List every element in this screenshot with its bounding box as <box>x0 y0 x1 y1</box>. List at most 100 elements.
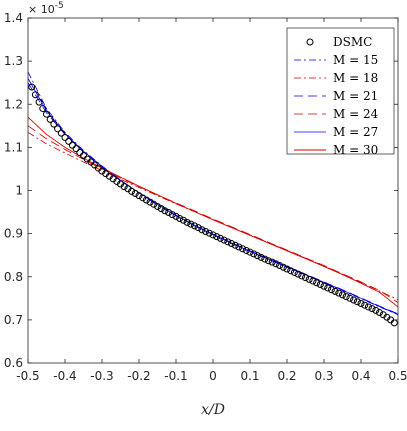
dsmc-marker <box>228 240 235 248</box>
dsmc-marker <box>80 152 87 160</box>
dsmc-marker <box>294 270 302 278</box>
series-line-m24 <box>27 125 399 303</box>
dsmc-marker <box>235 243 243 251</box>
dsmc-marker <box>216 234 224 242</box>
dsmc-marker <box>31 91 39 99</box>
dsmc-marker <box>65 137 73 145</box>
dsmc-marker <box>28 83 36 91</box>
dsmc-marker <box>72 145 80 153</box>
dsmc-marker <box>305 275 313 283</box>
y-tick-label: 0.8 <box>4 270 23 284</box>
dsmc-marker <box>309 277 317 285</box>
dsmc-marker <box>364 303 372 311</box>
dsmc-marker <box>202 227 210 235</box>
dsmc-marker <box>242 246 250 254</box>
dsmc-marker <box>279 263 287 271</box>
dsmc-marker <box>350 296 358 304</box>
dsmc-marker <box>205 229 213 237</box>
y-tick-label: 1.2 <box>4 97 23 111</box>
series-line-m27 <box>27 78 399 315</box>
dsmc-marker <box>139 194 147 202</box>
dsmc-marker <box>298 272 306 280</box>
dsmc-marker <box>46 115 54 123</box>
dsmc-marker <box>239 245 247 253</box>
dsmc-marker <box>324 284 332 292</box>
dsmc-marker <box>335 289 343 297</box>
dsmc-marker <box>157 205 165 213</box>
dsmc-marker <box>361 301 369 309</box>
y-exponent-label: × 10-5 <box>28 1 64 16</box>
dsmc-marker <box>128 187 136 195</box>
y-tick-label: 0.7 <box>4 313 23 327</box>
x-tick-label: 0.4 <box>351 369 370 383</box>
ticks-layer: -0.5 -0.4 -0.3 -0.2 -0.1 0 0.1 0.2 0.3 0.4 0.5 0.6 0… <box>4 11 407 383</box>
dsmc-marker <box>316 281 324 289</box>
dsmc-marker <box>150 200 158 208</box>
dsmc-marker <box>250 250 258 258</box>
legend-label-m15: M = 15 <box>333 53 378 67</box>
legend-label-m24: M = 24 <box>333 107 379 121</box>
x-tick-label: -0.1 <box>164 369 187 383</box>
dsmc-marker <box>372 306 380 314</box>
dsmc-marker <box>272 260 280 268</box>
x-tick-label: -0.2 <box>127 369 150 383</box>
legend-entries: DSMC M = 15 M = 18 M = 21 M = 24 M = 27 M = 30 <box>294 35 379 157</box>
dsmc-marker <box>176 215 184 223</box>
dsmc-marker <box>142 196 150 204</box>
dsmc-marker <box>376 309 383 317</box>
dsmc-marker <box>213 233 221 241</box>
x-tick-label: -0.3 <box>90 369 113 383</box>
dsmc-marker <box>257 253 265 261</box>
dsmc-marker <box>253 252 261 260</box>
legend-label-dsmc: DSMC <box>333 35 372 49</box>
dsmc-marker <box>209 231 217 239</box>
y-tick-label: 1.4 <box>4 11 23 25</box>
x-tick-label: 0.1 <box>240 369 259 383</box>
dsmc-marker <box>220 236 228 244</box>
dsmc-marker <box>268 258 276 266</box>
dsmc-marker <box>54 125 62 133</box>
dsmc-marker <box>57 129 65 137</box>
dsmc-marker <box>131 190 139 198</box>
dsmc-marker <box>39 105 47 113</box>
dsmc-marker <box>172 212 180 220</box>
y-tick-label: 1.3 <box>4 54 23 68</box>
legend-label-m30: M = 30 <box>333 143 378 157</box>
dsmc-marker <box>346 294 354 302</box>
dsmc-marker <box>246 248 254 256</box>
dsmc-marker <box>320 282 328 290</box>
dsmc-marker <box>165 208 173 216</box>
dsmc-marker <box>161 207 169 215</box>
x-tick-label: -0.4 <box>53 369 76 383</box>
dsmc-marker <box>331 287 339 295</box>
legend-label-m21: M = 21 <box>333 89 378 103</box>
x-tick-label: 0.5 <box>388 369 407 383</box>
dsmc-marker <box>194 224 202 232</box>
dsmc-marker <box>43 110 50 118</box>
dsmc-marker <box>68 141 76 149</box>
dsmc-marker <box>287 267 295 275</box>
dsmc-marker <box>327 286 335 294</box>
dsmc-marker <box>120 183 128 191</box>
dsmc-marker <box>168 211 176 219</box>
y-tick-label: 1 <box>15 184 23 198</box>
x-tick-label: 0.2 <box>277 369 296 383</box>
dsmc-marker <box>313 279 321 287</box>
dsmc-marker <box>290 268 298 276</box>
dsmc-marker <box>191 222 198 230</box>
x-tick-label: 0 <box>209 369 217 383</box>
legend-label-m27: M = 27 <box>333 125 378 139</box>
dsmc-marker <box>187 220 195 228</box>
dsmc-marker <box>342 293 350 301</box>
legend-marker-dsmc <box>306 38 314 46</box>
dsmc-marker <box>357 299 365 307</box>
dsmc-marker <box>146 198 154 206</box>
x-tick-label: -0.5 <box>16 369 39 383</box>
legend-label-m18: M = 18 <box>333 71 378 85</box>
dsmc-marker <box>61 133 69 141</box>
x-tick-label: 0.3 <box>314 369 333 383</box>
x-axis-title: x/D <box>201 402 225 418</box>
dsmc-marker <box>224 238 232 246</box>
dsmc-marker <box>183 218 191 226</box>
